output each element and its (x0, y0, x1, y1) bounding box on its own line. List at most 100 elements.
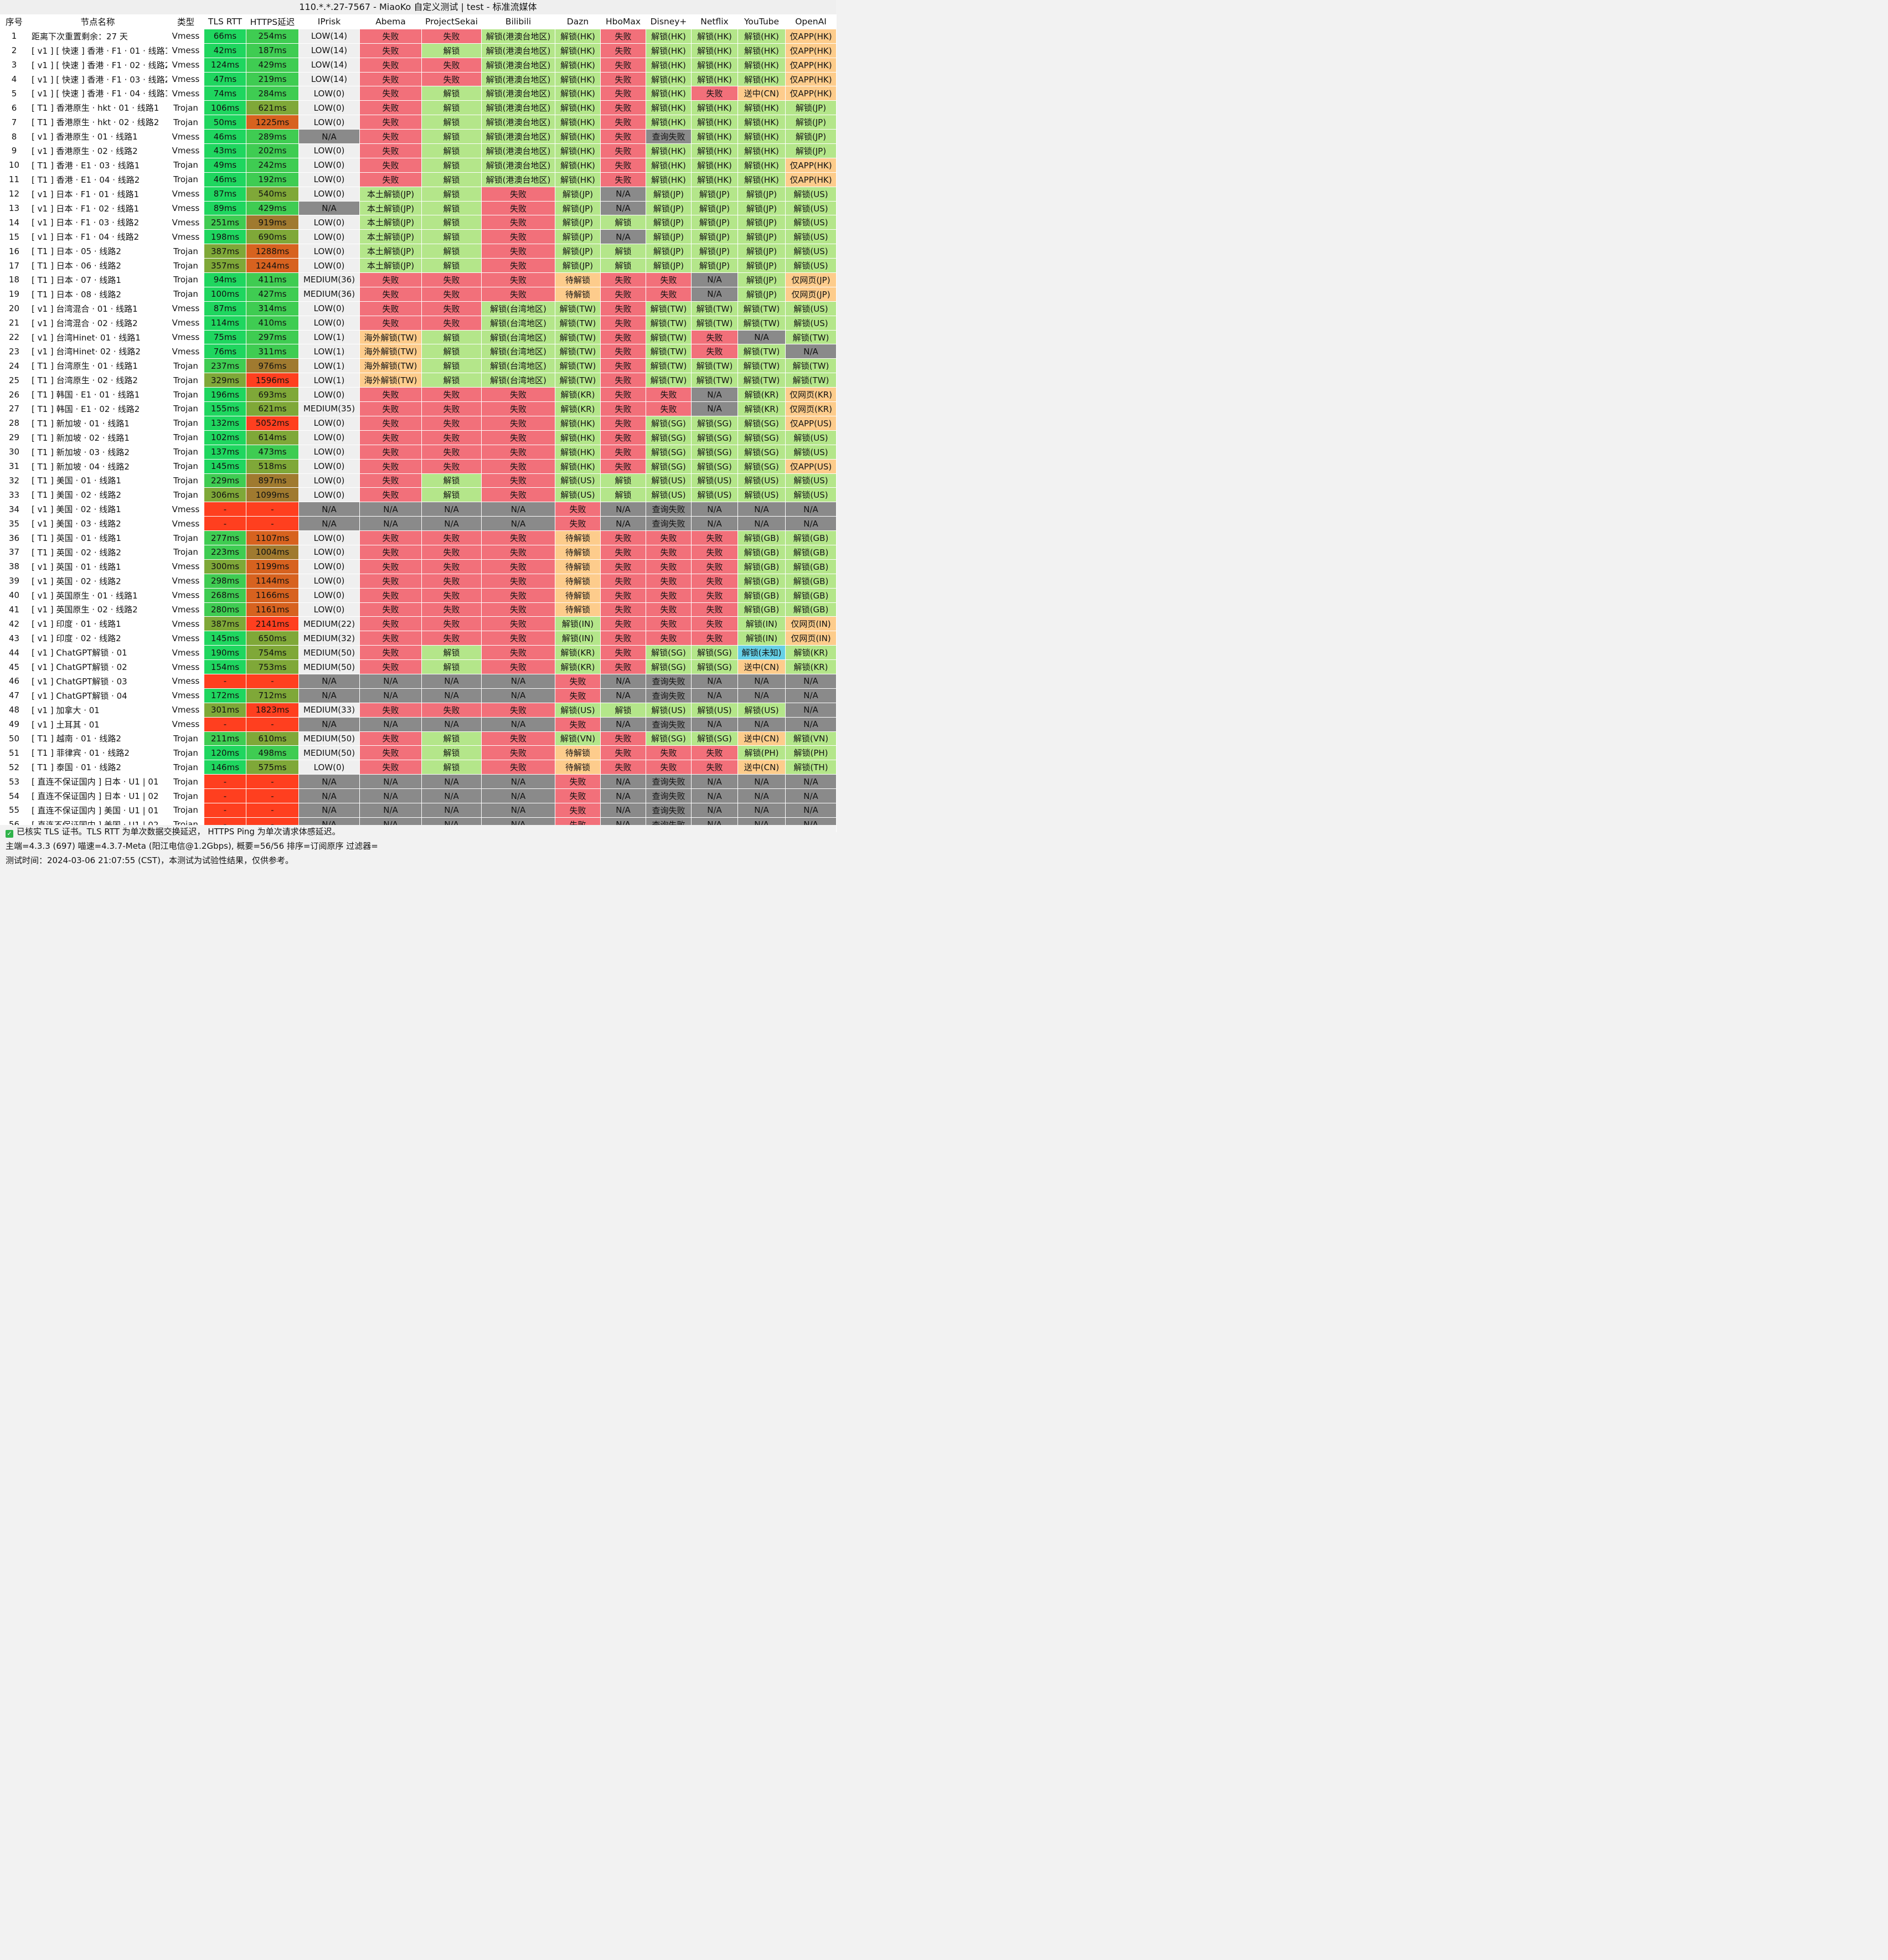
table-row[interactable]: 25[ T1 ] 台湾原生 · 02 · 线路2 Trojan 329ms 1596m… (0, 373, 837, 388)
column-header[interactable]: 类型 (167, 14, 204, 29)
table-row[interactable]: 1 距离下次重置剩余：27 天 Vmess 66ms 254ms LOW(14) 失败 失败解… (0, 28, 837, 44)
table-row[interactable]: 16[ T1 ] 日本 · 05 · 线路2 Trojan 387ms 1288ms L… (0, 244, 837, 259)
https-latency-cell: 410ms (246, 315, 299, 331)
table-row[interactable]: 54[ 直连不保证国内 ] 日本 · U1 | 02 Trojan - - N/A N/A… (0, 788, 837, 803)
unlock-status-cell: 解锁(JP) (646, 229, 692, 245)
column-header[interactable]: HTTPS延迟 (246, 14, 299, 29)
column-header[interactable]: Bilibili (481, 14, 555, 29)
column-header[interactable]: OpenAI (785, 14, 837, 29)
table-row[interactable]: 2[ v1 ] [ 快速 ] 香港 · F1 · 01 · 线路1 Vmess 42… (0, 43, 837, 58)
table-row[interactable]: 26[ T1 ] 韩国 · E1 · 01 · 线路1 Trojan 196ms 69… (0, 387, 837, 403)
iprisk-cell: LOW(0) (298, 544, 360, 560)
table-row[interactable]: 52[ T1 ] 泰国 · 01 · 线路2 Trojan 146ms 575ms LO… (0, 760, 837, 775)
table-row[interactable]: 24[ T1 ] 台湾原生 · 01 · 线路1 Trojan 237ms 976ms… (0, 358, 837, 374)
table-row[interactable]: 29[ T1 ] 新加坡 · 02 · 线路1 Trojan 102ms 614ms L… (0, 430, 837, 445)
table-row[interactable]: 13[ v1 ] 日本 · F1 · 02 · 线路1 Vmess 89ms 429m… (0, 200, 837, 216)
tls-rtt-cell: 145ms (204, 631, 246, 646)
unlock-status-cell: N/A (359, 788, 422, 803)
table-row[interactable]: 44[ v1 ] ChatGPT解锁 · 01 Vmess 190ms 754ms ME… (0, 645, 837, 661)
table-row[interactable]: 31[ T1 ] 新加坡 · 04 · 线路2 Trojan 145ms 518ms L… (0, 458, 837, 474)
node-type: Vmess (167, 200, 204, 216)
table-row[interactable]: 14[ v1 ] 日本 · F1 · 03 · 线路2 Vmess 251ms 919… (0, 215, 837, 230)
unlock-status-cell: 失败 (481, 444, 555, 460)
table-row[interactable]: 48[ v1 ] 加拿大 · 01 Vmess 301ms 1823ms MEDIUM(… (0, 702, 837, 718)
table-row[interactable]: 5[ v1 ] [ 快速 ] 香港 · F1 · 04 · 线路1 Vmess 74… (0, 86, 837, 101)
table-row[interactable]: 38[ v1 ] 英国 · 01 · 线路1 Vmess 300ms 1199ms LO… (0, 559, 837, 574)
https-latency-cell: 187ms (246, 43, 299, 58)
table-row[interactable]: 36[ T1 ] 英国 · 01 · 线路1 Trojan 277ms 1107ms L… (0, 530, 837, 545)
table-row[interactable]: 43[ v1 ] 印度 · 02 · 线路2 Vmess 145ms 650ms MED… (0, 631, 837, 646)
table-row[interactable]: 3[ v1 ] [ 快速 ] 香港 · F1 · 02 · 线路2 Vmess 12… (0, 57, 837, 73)
unlock-status-cell: 解锁(HK) (555, 115, 601, 130)
table-row[interactable]: 49[ v1 ] 土耳其 · 01 Vmess - - N/A N/A N/A N/A 失败 N/… (0, 716, 837, 732)
column-header[interactable]: IPrisk (298, 14, 360, 29)
table-row[interactable]: 34[ v1 ] 美国 · 02 · 线路1 Vmess - - N/A N/A N/A N/… (0, 502, 837, 517)
unlock-status-cell: 失败 (359, 645, 422, 661)
column-header[interactable]: 节点名称 (28, 14, 168, 29)
unlock-status-cell: 仅网页(JP) (785, 286, 837, 302)
node-name: [ v1 ] 美国 · 02 · 线路1 (28, 502, 168, 517)
table-row[interactable]: 12[ v1 ] 日本 · F1 · 01 · 线路1 Vmess 87ms 540m… (0, 186, 837, 202)
unlock-status-cell: 解锁(US) (785, 244, 837, 259)
table-row[interactable]: 32[ T1 ] 美国 · 01 · 线路1 Trojan 229ms 897ms LO… (0, 473, 837, 488)
table-body: 1 距离下次重置剩余：27 天 Vmess 66ms 254ms LOW(14) 失败 失败解… (0, 28, 837, 832)
column-header[interactable]: Dazn (555, 14, 601, 29)
table-row[interactable]: 15[ v1 ] 日本 · F1 · 04 · 线路2 Vmess 198ms 690… (0, 229, 837, 245)
row-index: 48 (0, 702, 28, 718)
table-row[interactable]: 53[ 直连不保证国内 ] 日本 · U1 | 01 Trojan - - N/A N/A… (0, 774, 837, 790)
unlock-status-cell: 解锁 (421, 760, 482, 775)
unlock-status-cell: 解锁(JP) (737, 186, 786, 202)
table-row[interactable]: 45[ v1 ] ChatGPT解锁 · 02 Vmess 154ms 753ms ME… (0, 659, 837, 674)
row-index: 3 (0, 57, 28, 73)
column-header[interactable]: Disney+ (646, 14, 692, 29)
table-row[interactable]: 33[ T1 ] 美国 · 02 · 线路2 Trojan 306ms 1099ms L… (0, 487, 837, 503)
column-header[interactable]: TLS RTT (204, 14, 246, 29)
column-header[interactable]: YouTube (737, 14, 786, 29)
unlock-status-cell: N/A (481, 716, 555, 732)
table-row[interactable]: 11[ T1 ] 香港 · E1 · 04 · 线路2 Trojan 46ms 192… (0, 172, 837, 187)
table-row[interactable]: 27[ T1 ] 韩国 · E1 · 02 · 线路2 Trojan 155ms 62… (0, 401, 837, 416)
table-row[interactable]: 40[ v1 ] 英国原生 · 01 · 线路1 Vmess 268ms 1166ms… (0, 587, 837, 603)
table-row[interactable]: 35[ v1 ] 美国 · 03 · 线路2 Vmess - - N/A N/A N/A N/… (0, 516, 837, 532)
column-header[interactable]: Abema (359, 14, 422, 29)
node-name: [ v1 ] 印度 · 02 · 线路2 (28, 631, 168, 646)
table-row[interactable]: 28[ T1 ] 新加坡 · 01 · 线路1 Trojan 132ms 5052ms… (0, 415, 837, 431)
table-row[interactable]: 17[ T1 ] 日本 · 06 · 线路2 Trojan 357ms 1244ms L… (0, 258, 837, 274)
unlock-status-cell: 失败 (481, 731, 555, 746)
unlock-status-cell: 失败 (359, 129, 422, 145)
table-row[interactable]: 42[ v1 ] 印度 · 01 · 线路1 Vmess 387ms 2141ms ME… (0, 616, 837, 632)
table-row[interactable]: 7[ T1 ] 香港原生 · hkt · 02 · 线路2 Trojan 50ms 1… (0, 115, 837, 130)
node-name: [ v1 ] ChatGPT解锁 · 02 (28, 659, 168, 674)
iprisk-cell: LOW(1) (298, 373, 360, 388)
table-row[interactable]: 37[ T1 ] 英国 · 02 · 线路2 Trojan 223ms 1004ms L… (0, 544, 837, 560)
table-row[interactable]: 51[ T1 ] 菲律宾 · 01 · 线路2 Trojan 120ms 498ms M… (0, 745, 837, 761)
table-row[interactable]: 30[ T1 ] 新加坡 · 03 · 线路2 Trojan 137ms 473ms L… (0, 444, 837, 460)
table-row[interactable]: 22[ v1 ] 台湾Hinet· 01 · 线路1 Vmess 75ms 297ms… (0, 329, 837, 345)
table-row[interactable]: 8[ v1 ] 香港原生 · 01 · 线路1 Vmess 46ms 289ms N/A… (0, 129, 837, 145)
table-row[interactable]: 18[ T1 ] 日本 · 07 · 线路1 Trojan 94ms 411ms MED… (0, 272, 837, 287)
table-row[interactable]: 19[ T1 ] 日本 · 08 · 线路2 Trojan 100ms 427ms ME… (0, 286, 837, 302)
unlock-status-cell: 解锁(JP) (691, 186, 738, 202)
table-row[interactable]: 47[ v1 ] ChatGPT解锁 · 04 Vmess 172ms 712ms N/… (0, 688, 837, 703)
table-row[interactable]: 9[ v1 ] 香港原生 · 02 · 线路2 Vmess 43ms 202ms LOW… (0, 143, 837, 158)
unlock-status-cell: 解锁(TW) (737, 315, 786, 331)
tls-rtt-cell: 42ms (204, 43, 246, 58)
node-name: [ T1 ] 美国 · 01 · 线路1 (28, 473, 168, 488)
table-row[interactable]: 50[ T1 ] 越南 · 01 · 线路2 Trojan 211ms 610ms ME… (0, 731, 837, 746)
column-header[interactable]: HboMax (600, 14, 646, 29)
column-header[interactable]: Netflix (691, 14, 738, 29)
table-row[interactable]: 10[ T1 ] 香港 · E1 · 03 · 线路1 Trojan 49ms 242… (0, 157, 837, 173)
table-row[interactable]: 4[ v1 ] [ 快速 ] 香港 · F1 · 03 · 线路2 Vmess 47… (0, 71, 837, 87)
unlock-status-cell: 解锁(JP) (646, 258, 692, 274)
table-row[interactable]: 23[ v1 ] 台湾Hinet· 02 · 线路2 Vmess 76ms 311ms… (0, 344, 837, 359)
table-row[interactable]: 41[ v1 ] 英国原生 · 02 · 线路2 Vmess 280ms 1161ms… (0, 602, 837, 617)
table-row[interactable]: 55[ 直连不保证国内 ] 美国 · U1 | 01 Trojan - - N/A N/A… (0, 802, 837, 818)
table-row[interactable]: 6[ T1 ] 香港原生 · hkt · 01 · 线路1 Trojan 106ms… (0, 100, 837, 116)
table-row[interactable]: 20[ v1 ] 台湾混合 · 01 · 线路1 Vmess 87ms 314ms LO… (0, 301, 837, 316)
table-row[interactable]: 21[ v1 ] 台湾混合 · 02 · 线路2 Vmess 114ms 410ms L… (0, 315, 837, 331)
column-header[interactable]: 序号 (0, 14, 28, 29)
table-row[interactable]: 39[ v1 ] 英国 · 02 · 线路2 Vmess 298ms 1144ms LO… (0, 573, 837, 589)
row-index: 15 (0, 229, 28, 245)
table-row[interactable]: 46[ v1 ] ChatGPT解锁 · 03 Vmess - - N/A N/A N/A N… (0, 673, 837, 689)
column-header[interactable]: ProjectSekai (421, 14, 482, 29)
